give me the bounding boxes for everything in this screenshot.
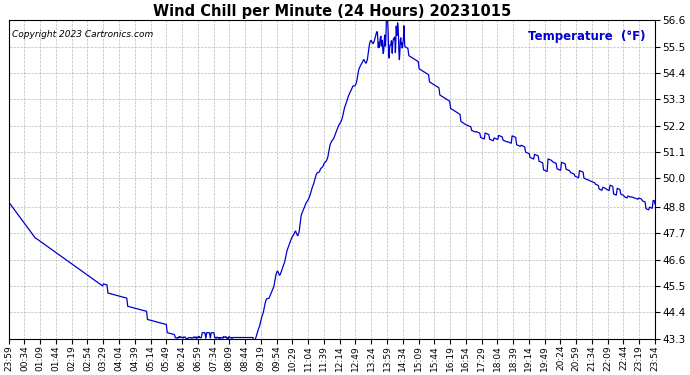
Title: Wind Chill per Minute (24 Hours) 20231015: Wind Chill per Minute (24 Hours) 2023101… <box>152 4 511 19</box>
Text: Copyright 2023 Cartronics.com: Copyright 2023 Cartronics.com <box>12 30 153 39</box>
Text: Temperature  (°F): Temperature (°F) <box>528 30 645 43</box>
